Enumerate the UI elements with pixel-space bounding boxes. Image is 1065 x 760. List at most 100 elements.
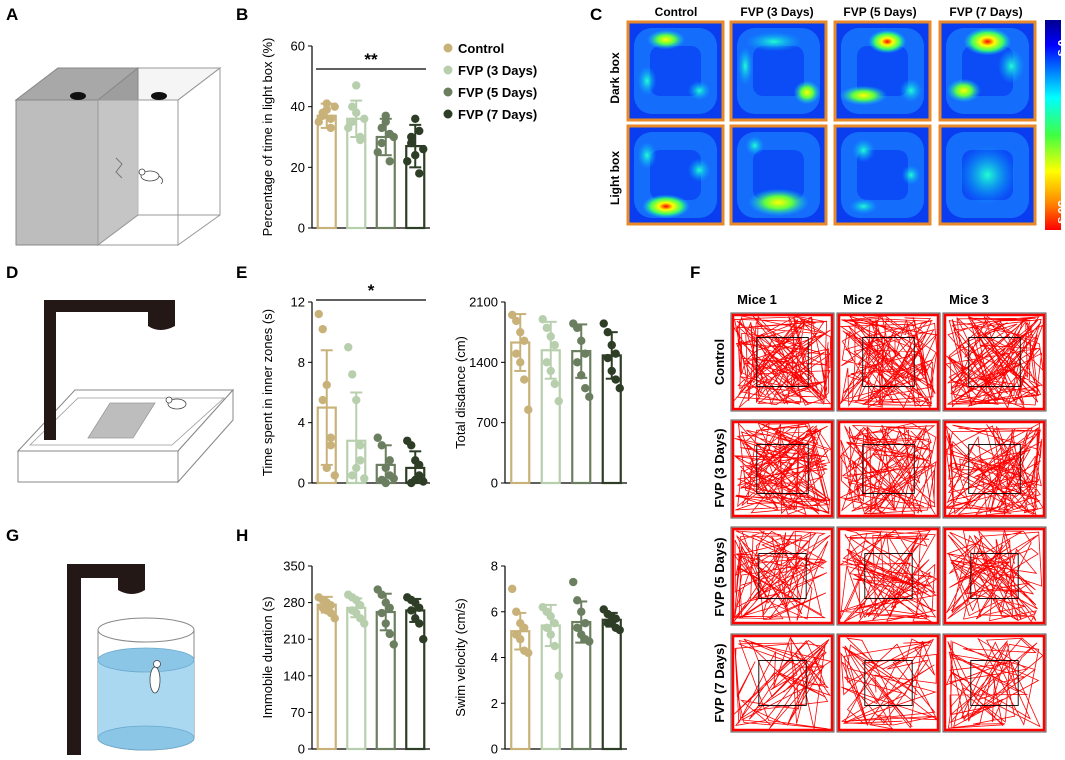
data-point [516,327,525,337]
chart-e2: 0 700 1400 2100 Total disdance (cm) [453,295,627,491]
bar [316,603,337,751]
legend: Control FVP (3 Days) FVP (5 Days) FVP (7… [443,41,537,122]
tracking-plot [942,419,1047,519]
tracking-perimeter [837,634,940,732]
data-point [330,471,339,480]
data-point [403,157,412,166]
legend-label-fvp7: FVP (7 Days) [458,107,537,122]
data-point [546,630,555,639]
y-tick-label: 8 [491,559,498,574]
data-point [326,114,335,124]
data-point [385,456,394,465]
heatmap-hotspot [946,78,981,103]
inner-zone [864,660,913,706]
data-point [348,102,357,111]
bar [346,606,367,751]
data-point [599,319,608,328]
tracking-perimeter [731,313,834,411]
data-point [546,332,555,341]
tracking-path [838,529,938,623]
data-point [377,608,386,618]
heatmap-hotspot [637,66,657,96]
data-point [611,349,620,358]
mouse-icon [165,396,187,410]
data-point [356,135,365,145]
heatmap-hotspot [745,31,803,52]
legend-label-fvp3: FVP (3 Days) [458,63,537,78]
heatmap-hotspot [637,141,657,170]
tracking-plot [942,633,1047,733]
tracking-perimeter [943,420,1046,518]
data-point [512,316,521,326]
inner-zone [968,337,1021,387]
data-point [419,635,428,644]
tracking-plot [836,526,941,626]
tracking-plot [730,526,835,626]
heatmap-hotspot [737,46,753,86]
heatmap-scale-bottom-label: 36 s [1055,200,1065,224]
data-point [352,395,361,405]
data-point [554,671,563,680]
data-point [356,456,365,465]
panel-letter-g: G [6,526,19,545]
data-point [546,366,555,376]
tracking-path [945,422,1044,516]
tracking-path [945,637,1044,729]
data-point [407,606,416,615]
heatmap-center [857,46,908,96]
bar [316,114,337,230]
data-point [322,380,331,390]
data-point [326,433,335,442]
data-point [352,108,361,117]
heatmap-row-label-light: Light box [608,151,622,205]
tracking-plot [730,633,835,733]
data-point [385,603,394,613]
panel-letter-f: F [690,263,700,282]
y-tick-label: 350 [283,559,305,574]
data-point [360,619,369,628]
data-point [348,471,357,480]
data-point [344,123,353,133]
inner-zone [970,553,1019,599]
bar [601,618,622,751]
heatmap-cell [729,124,828,226]
data-point [377,123,386,133]
data-point [377,590,386,599]
legend-label-fvp5: FVP (5 Days) [458,85,537,100]
data-point [385,157,394,166]
data-point [550,379,559,389]
data-point [411,475,420,485]
heatmap-cell [833,124,932,226]
data-point [415,460,424,470]
panel-letter-d: D [6,263,18,282]
data-point [615,625,624,635]
y-axis-label: Time spent in inner zones (s) [260,309,275,476]
y-tick-label: 210 [283,632,305,647]
y-axis-label: Total disdance (cm) [453,336,468,449]
y-tick-label: 0 [491,476,498,491]
chart-e1: 0 4 8 12 Time spent in inner zones (s) * [260,281,430,491]
data-point [318,111,327,120]
data-point [389,474,398,483]
data-point [356,441,365,450]
data-point [360,114,369,124]
data-point [550,641,559,651]
data-point [520,623,529,632]
data-point [581,383,590,393]
mouse-icon [138,168,163,185]
y-tick-label: 1400 [469,355,498,370]
tracks-col-header-3: Mice 3 [949,292,989,307]
data-point [419,477,428,486]
data-point [607,340,616,350]
data-point [550,340,559,350]
legend-marker-control [443,43,453,53]
inner-zone [970,660,1019,706]
tracking-plot [836,312,941,412]
data-point [585,637,594,646]
tracking-path [840,637,939,730]
heatmap-hotspot [745,135,765,156]
y-tick-label: 0 [298,476,305,491]
tracks-row-label-fvp5: FVP (5 Days) [712,537,727,616]
data-point [314,117,323,127]
